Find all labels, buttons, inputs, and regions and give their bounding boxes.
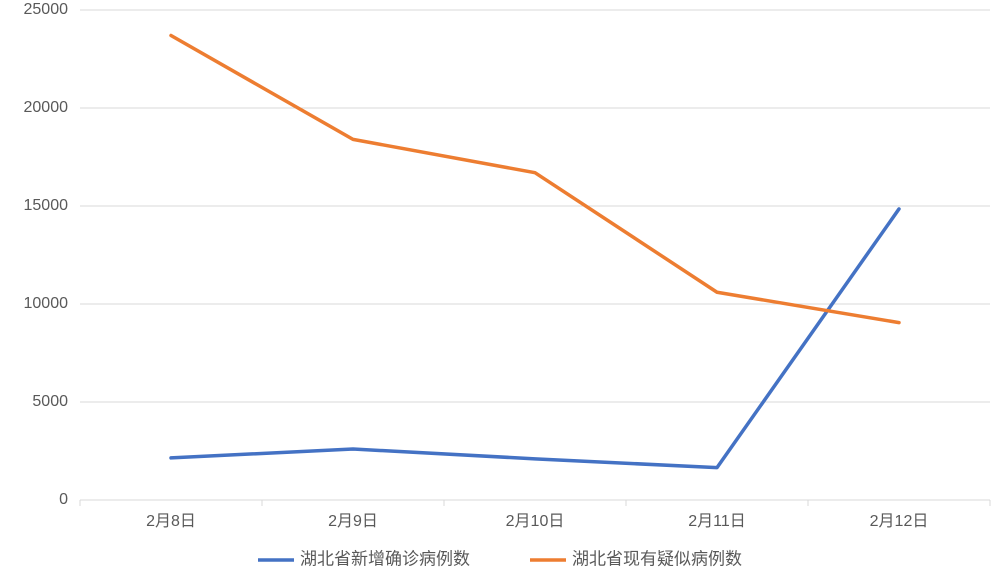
y-tick-label: 0	[59, 491, 68, 508]
x-tick-label: 2月10日	[506, 513, 565, 530]
x-tick-label: 2月8日	[146, 513, 196, 530]
x-tick-label: 2月9日	[328, 513, 378, 530]
chart-container: 0 5000 10000 15000 20000 25000 2月8日 2月9日 2月10日 2月…	[0, 0, 1000, 586]
legend-label-0: 湖北省新增确诊病例数	[300, 549, 470, 568]
legend: 湖北省新增确诊病例数 湖北省现有疑似病例数	[258, 549, 742, 568]
y-tick-label: 25000	[24, 1, 69, 18]
legend-label-1: 湖北省现有疑似病例数	[572, 549, 742, 568]
series-line-1	[171, 35, 899, 322]
x-tick-label: 2月11日	[688, 513, 746, 530]
y-tick-label: 15000	[24, 197, 69, 214]
y-tick-label: 10000	[24, 295, 69, 312]
y-tick-label: 5000	[32, 393, 68, 410]
line-chart: 0 5000 10000 15000 20000 25000 2月8日 2月9日 2月10日 2月…	[0, 0, 1000, 586]
x-tick-label: 2月12日	[870, 513, 929, 530]
series-line-0	[171, 209, 899, 468]
y-tick-label: 20000	[24, 99, 69, 116]
